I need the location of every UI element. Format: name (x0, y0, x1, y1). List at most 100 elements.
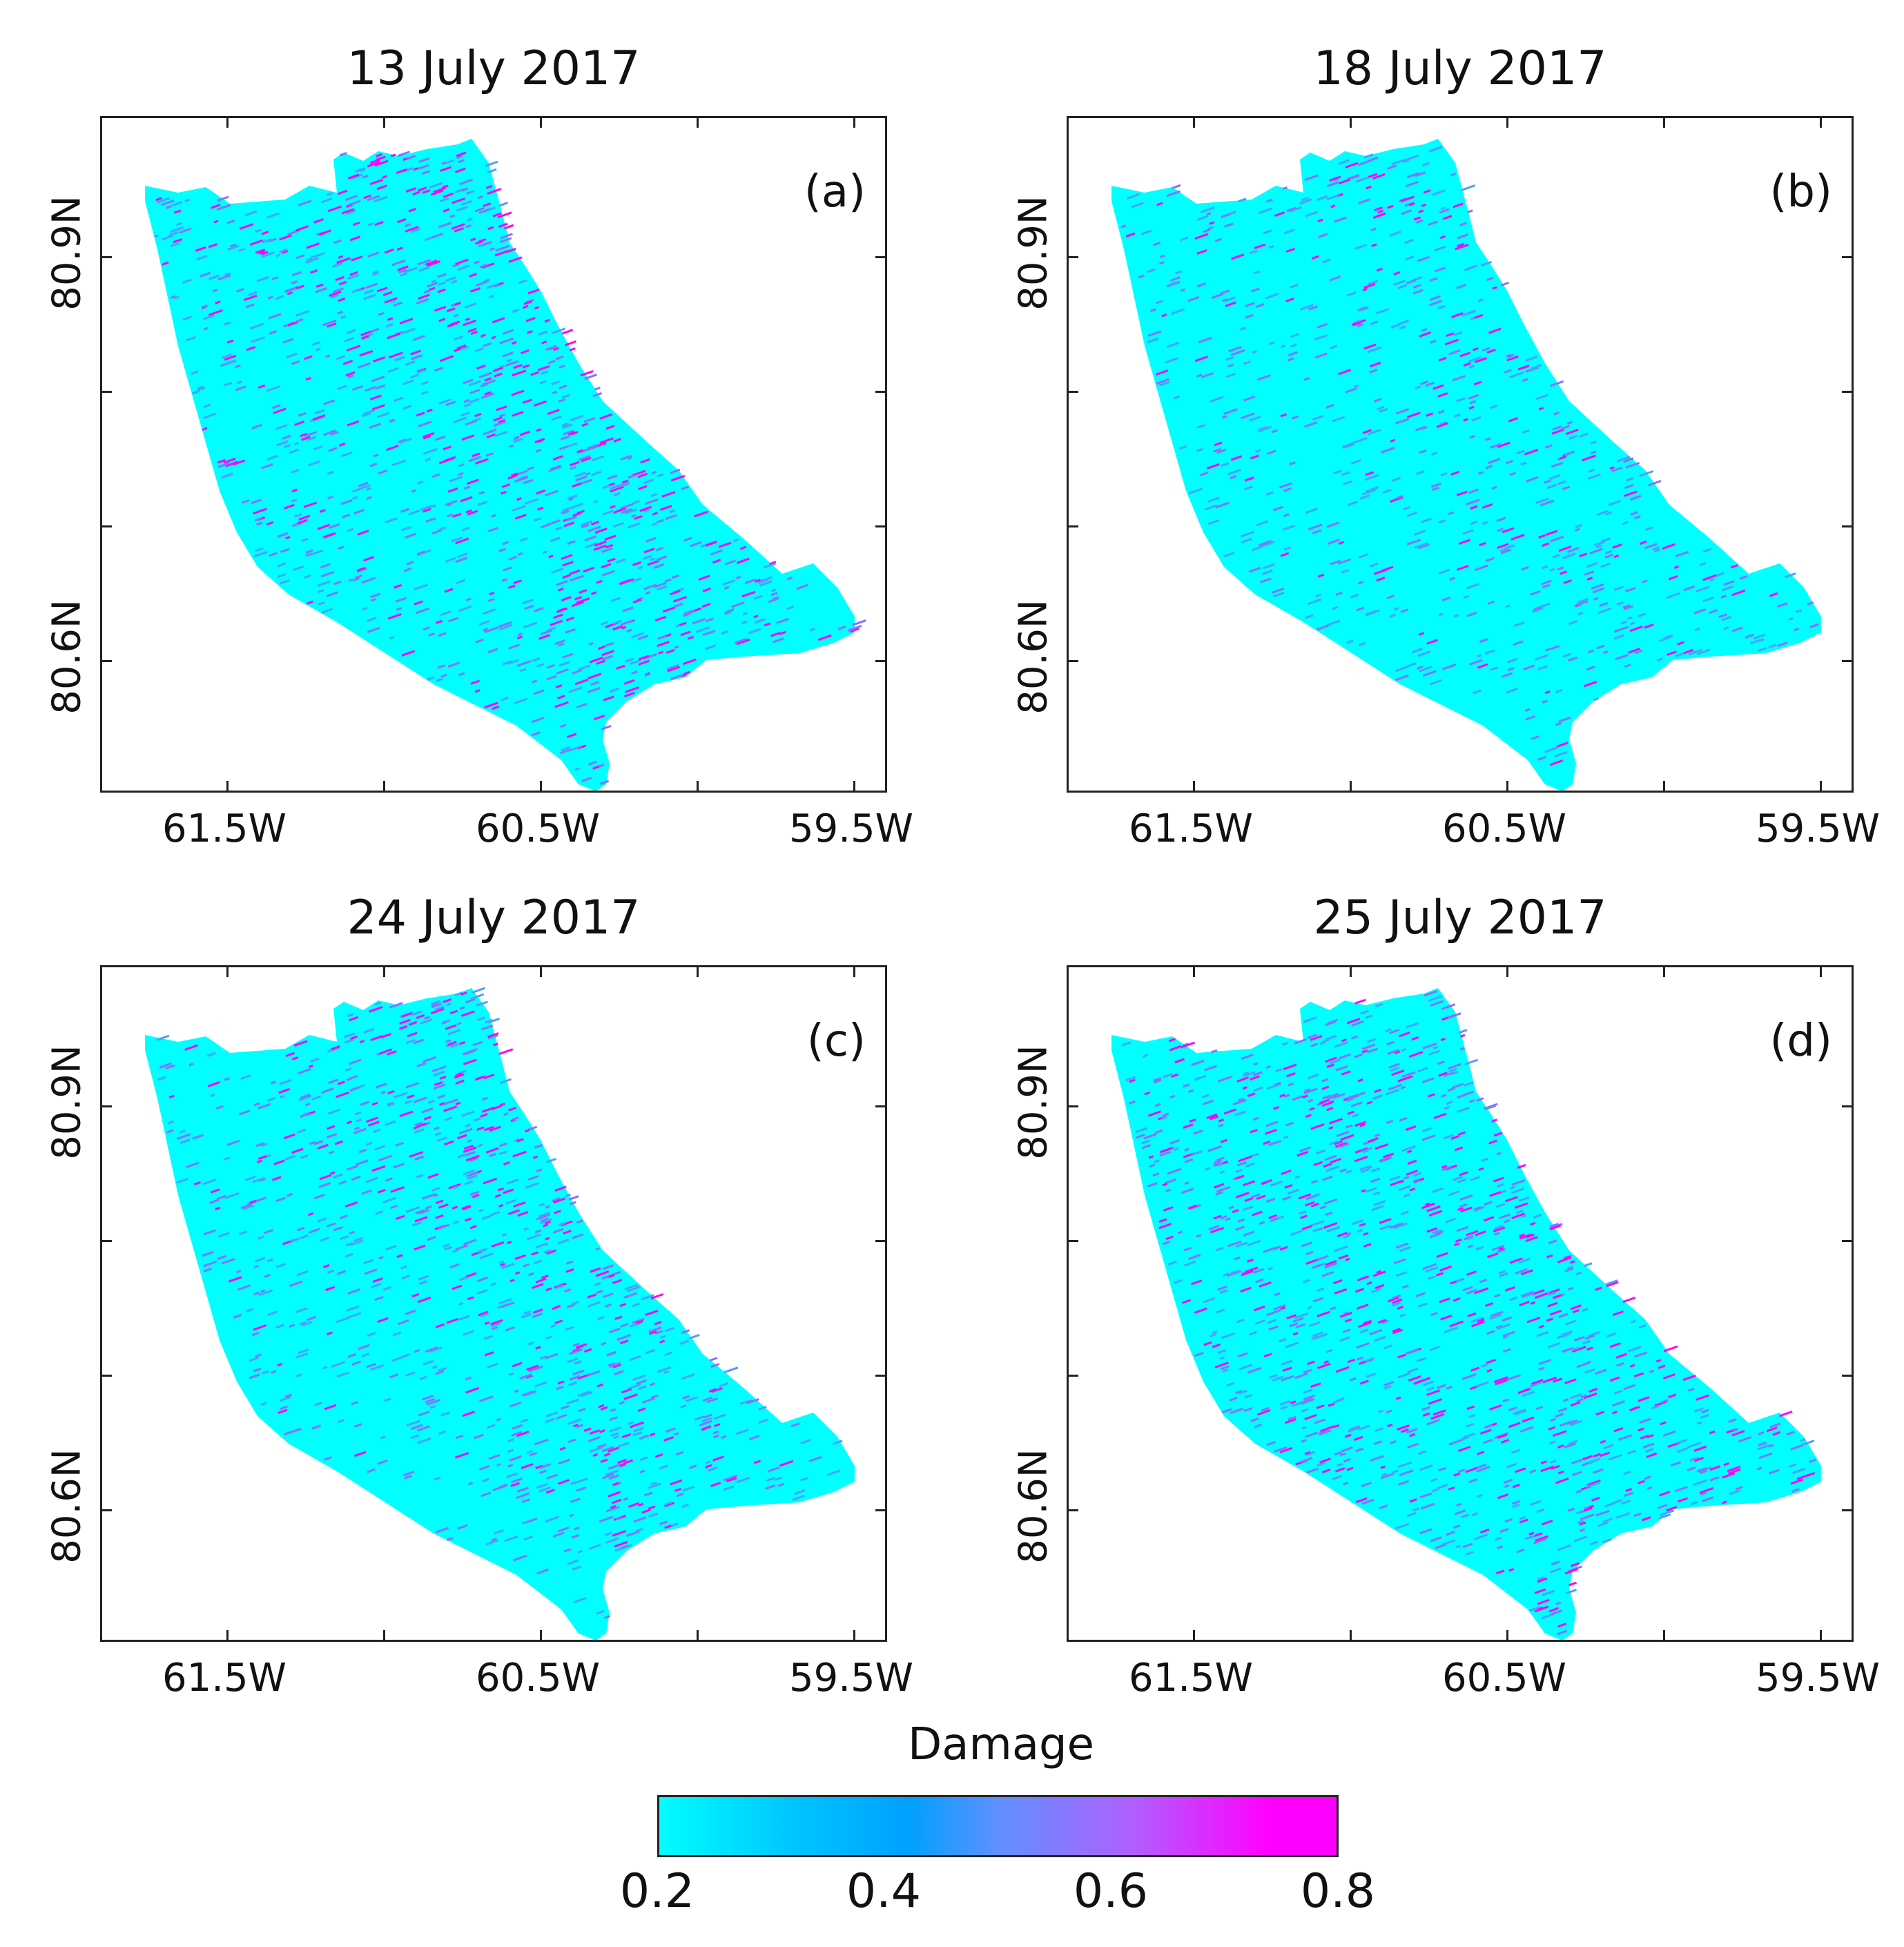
damage-streak (1333, 1245, 1348, 1252)
damage-streak (686, 1395, 698, 1402)
damage-streak (414, 600, 423, 606)
damage-streak (1628, 648, 1641, 654)
damage-streak (1421, 1134, 1436, 1141)
damage-streak (491, 336, 496, 340)
damage-streak (391, 459, 407, 467)
damage-streak (1265, 1197, 1276, 1203)
y-tick (102, 256, 112, 258)
damage-streak (469, 1156, 478, 1162)
damage-streak (1406, 1170, 1418, 1176)
damage-streak (1287, 357, 1294, 362)
damage-streak (1472, 347, 1479, 351)
damage-streak (1591, 450, 1597, 454)
damage-streak (1391, 476, 1401, 482)
damage-streak (1550, 1567, 1562, 1573)
damage-streak (492, 705, 500, 710)
damage-streak (202, 1250, 214, 1257)
damage-streak (1306, 1451, 1316, 1456)
damage-streak (601, 650, 615, 657)
damage-streak (555, 526, 563, 531)
damage-streak (648, 1512, 659, 1518)
damage-streak (1363, 1232, 1369, 1236)
damage-streak (457, 1134, 467, 1140)
damage-streak (567, 733, 577, 739)
damage-streak (625, 686, 640, 693)
damage-streak (1509, 1257, 1523, 1264)
damage-streak (652, 522, 658, 526)
damage-streak (587, 1293, 597, 1299)
damage-streak (617, 1458, 627, 1464)
damage-streak (1269, 1374, 1278, 1379)
damage-streak (573, 1424, 579, 1428)
damage-streak (1495, 1536, 1502, 1541)
damage-streak (406, 561, 414, 565)
damage-streak (422, 626, 430, 631)
damage-streak (344, 1038, 354, 1044)
damage-streak (1788, 617, 1794, 621)
damage-streak (1210, 1226, 1224, 1234)
damage-streak (543, 1223, 549, 1228)
damage-streak (1448, 1190, 1460, 1197)
damage-streak (285, 536, 291, 540)
damage-streak (506, 1472, 518, 1479)
damage-streak (1587, 1331, 1600, 1337)
damage-streak (1693, 1445, 1707, 1452)
y-tick-label: 80.6N (44, 599, 90, 715)
damage-streak (648, 1330, 657, 1335)
damage-streak (1551, 461, 1564, 468)
damage-streak (1330, 204, 1336, 209)
damage-streak (466, 1171, 479, 1178)
damage-streak (1466, 1288, 1477, 1295)
damage-streak (326, 1331, 333, 1336)
damage-streak (1301, 197, 1309, 202)
damage-streak (1268, 1214, 1278, 1219)
damage-streak (1330, 345, 1338, 349)
damage-streak (1498, 1213, 1510, 1219)
damage-streak (1689, 1456, 1699, 1462)
damage-streak (275, 253, 281, 258)
damage-streak (1392, 1298, 1403, 1304)
damage-streak (619, 1401, 625, 1405)
damage-streak (1252, 350, 1257, 354)
damage-streak (443, 998, 452, 1004)
damage-streak (588, 641, 594, 646)
damage-streak (654, 1330, 663, 1335)
damage-streak (1529, 1381, 1543, 1388)
damage-streak (1544, 690, 1551, 695)
damage-streak (1807, 601, 1814, 606)
damage-streak (1623, 490, 1638, 497)
damage-streak (1603, 1444, 1614, 1450)
damage-streak (1397, 1353, 1406, 1359)
damage-streak (278, 1408, 288, 1415)
damage-streak (555, 580, 568, 586)
damage-streak (1516, 449, 1525, 455)
damage-streak (1509, 1296, 1518, 1301)
damage-streak (508, 1372, 514, 1377)
damage-streak (255, 229, 262, 233)
damage-streak (1221, 1365, 1230, 1370)
damage-streak (1541, 1520, 1553, 1526)
damage-streak (1720, 594, 1727, 599)
y-tick (102, 660, 112, 662)
damage-streak (608, 1327, 621, 1334)
damage-streak (619, 1463, 626, 1468)
damage-streak (1215, 1191, 1223, 1196)
damage-streak (298, 1067, 311, 1075)
damage-streak (481, 1024, 494, 1031)
damage-streak (1731, 1430, 1745, 1437)
damage-streak (438, 526, 447, 531)
damage-streak (598, 763, 605, 768)
damage-streak (665, 514, 677, 521)
damage-streak (390, 300, 396, 304)
damage-streak (576, 1424, 583, 1428)
damage-streak (539, 1218, 552, 1225)
damage-streak (1407, 1442, 1419, 1449)
damage-streak (1660, 1421, 1667, 1426)
damage-streak (311, 252, 325, 259)
damage-streak (291, 360, 300, 365)
damage-streak (556, 607, 568, 614)
damage-streak (1292, 1332, 1299, 1336)
damage-streak (734, 637, 748, 644)
damage-streak (1223, 1272, 1230, 1277)
damage-streak (1495, 1203, 1506, 1208)
